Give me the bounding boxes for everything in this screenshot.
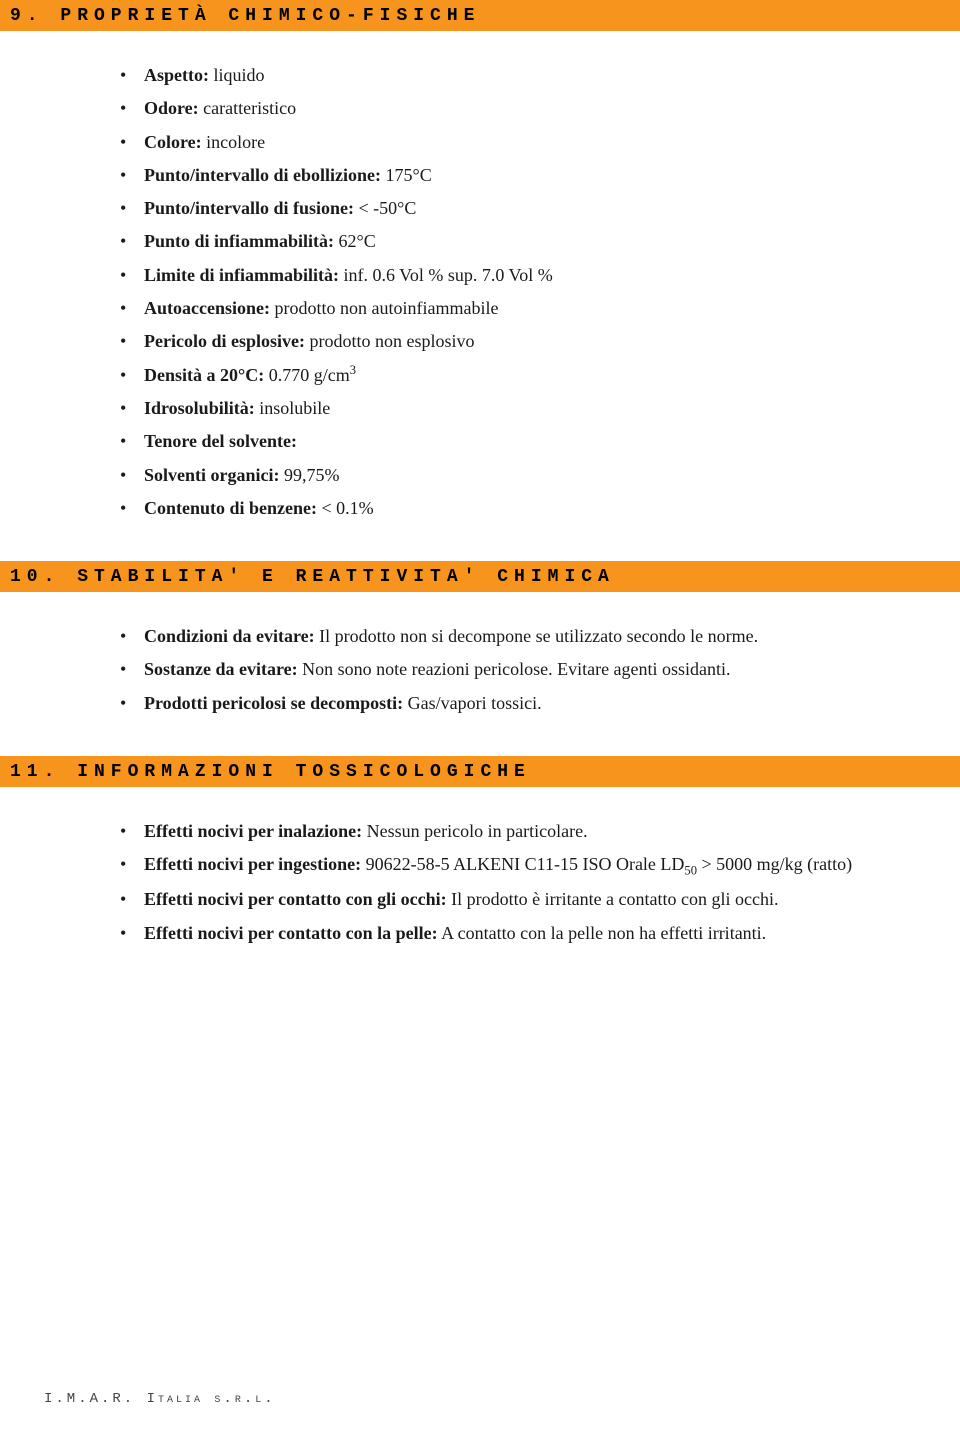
list-item: Colore: incolore xyxy=(120,126,892,159)
list-item: Effetti nocivi per inalazione: Nessun pe… xyxy=(120,815,892,848)
property-label: Contenuto di benzene: xyxy=(144,498,317,518)
property-value: Il prodotto non si decompone se utilizza… xyxy=(315,626,758,646)
property-value: A contatto con la pelle non ha effetti i… xyxy=(438,923,767,943)
property-value: caratteristico xyxy=(199,98,296,118)
list-item: Effetti nocivi per contatto con gli occh… xyxy=(120,883,892,916)
property-value: incolore xyxy=(202,132,265,152)
list-item: Tenore del solvente: xyxy=(120,425,892,458)
list-item: Sostanze da evitare: Non sono note reazi… xyxy=(120,653,892,686)
property-label: Sostanze da evitare: xyxy=(144,659,298,679)
property-label: Autoaccensione: xyxy=(144,298,270,318)
property-label: Prodotti pericolosi se decomposti: xyxy=(144,693,403,713)
property-value: Il prodotto è irritante a contatto con g… xyxy=(447,889,779,909)
property-label: Effetti nocivi per contatto con la pelle… xyxy=(144,923,438,943)
list-item: Prodotti pericolosi se decomposti: Gas/v… xyxy=(120,687,892,720)
property-label: Tenore del solvente: xyxy=(144,431,297,451)
property-value: < 0.1% xyxy=(317,498,374,518)
property-label: Colore: xyxy=(144,132,202,152)
property-value: Non sono note reazioni pericolose. Evita… xyxy=(298,659,731,679)
list-item: Punto/intervallo di ebollizione: 175°C xyxy=(120,159,892,192)
property-value: prodotto non esplosivo xyxy=(305,331,475,351)
list-item: Punto di infiammabilità: 62°C xyxy=(120,225,892,258)
section-10-header: 10. STABILITA' E REATTIVITA' CHIMICA xyxy=(0,561,960,592)
section-11-list: Effetti nocivi per inalazione: Nessun pe… xyxy=(68,815,892,950)
property-value: Gas/vapori tossici. xyxy=(403,693,541,713)
section-9-list: Aspetto: liquido Odore: caratteristico C… xyxy=(68,59,892,525)
list-item: Autoaccensione: prodotto non autoinfiamm… xyxy=(120,292,892,325)
list-item: Effetti nocivi per ingestione: 90622-58-… xyxy=(120,848,892,883)
property-value: 0.770 g/cm xyxy=(264,365,350,385)
property-value: 175°C xyxy=(381,165,432,185)
property-label: Punto/intervallo di ebollizione: xyxy=(144,165,381,185)
list-item: Limite di infiammabilità: inf. 0.6 Vol %… xyxy=(120,259,892,292)
list-item: Punto/intervallo di fusione: < -50°C xyxy=(120,192,892,225)
property-label: Condizioni da evitare: xyxy=(144,626,315,646)
property-value: 99,75% xyxy=(280,465,340,485)
section-9-header: 9. PROPRIETÀ CHIMICO-FISICHE xyxy=(0,0,960,31)
property-label: Odore: xyxy=(144,98,199,118)
property-value: inf. 0.6 Vol % sup. 7.0 Vol % xyxy=(339,265,553,285)
superscript: 3 xyxy=(350,363,356,377)
list-item: Idrosolubilità: insolubile xyxy=(120,392,892,425)
property-label: Densità a 20°C: xyxy=(144,365,264,385)
property-label: Limite di infiammabilità: xyxy=(144,265,339,285)
list-item: Aspetto: liquido xyxy=(120,59,892,92)
list-item: Densità a 20°C: 0.770 g/cm3 xyxy=(120,359,892,392)
section-10-list: Condizioni da evitare: Il prodotto non s… xyxy=(68,620,892,720)
property-label: Punto/intervallo di fusione: xyxy=(144,198,354,218)
property-label: Aspetto: xyxy=(144,65,209,85)
property-value: 62°C xyxy=(334,231,376,251)
property-label: Punto di infiammabilità: xyxy=(144,231,334,251)
list-item: Contenuto di benzene: < 0.1% xyxy=(120,492,892,525)
property-value-post: > 5000 mg/kg (ratto) xyxy=(697,854,852,874)
section-11-header: 11. INFORMAZIONI TOSSICOLOGICHE xyxy=(0,756,960,787)
list-item: Effetti nocivi per contatto con la pelle… xyxy=(120,917,892,950)
property-value: < -50°C xyxy=(354,198,416,218)
property-value: prodotto non autoinfiammabile xyxy=(270,298,498,318)
property-value: liquido xyxy=(209,65,265,85)
page: 9. PROPRIETÀ CHIMICO-FISICHE Aspetto: li… xyxy=(0,0,960,1435)
property-label: Idrosolubilità: xyxy=(144,398,255,418)
list-item: Pericolo di esplosive: prodotto non espl… xyxy=(120,325,892,358)
footer-company: I.M.A.R. Italia s.r.l. xyxy=(44,1391,276,1407)
property-label: Solventi organici: xyxy=(144,465,280,485)
property-value: insolubile xyxy=(255,398,331,418)
subscript: 50 xyxy=(684,864,697,878)
property-value: Nessun pericolo in particolare. xyxy=(362,821,587,841)
property-value: 90622-58-5 ALKENI C11-15 ISO Orale LD xyxy=(361,854,684,874)
list-item: Condizioni da evitare: Il prodotto non s… xyxy=(120,620,892,653)
property-label: Pericolo di esplosive: xyxy=(144,331,305,351)
property-label: Effetti nocivi per contatto con gli occh… xyxy=(144,889,447,909)
property-label: Effetti nocivi per ingestione: xyxy=(144,854,361,874)
list-item: Solventi organici: 99,75% xyxy=(120,459,892,492)
list-item: Odore: caratteristico xyxy=(120,92,892,125)
property-label: Effetti nocivi per inalazione: xyxy=(144,821,362,841)
